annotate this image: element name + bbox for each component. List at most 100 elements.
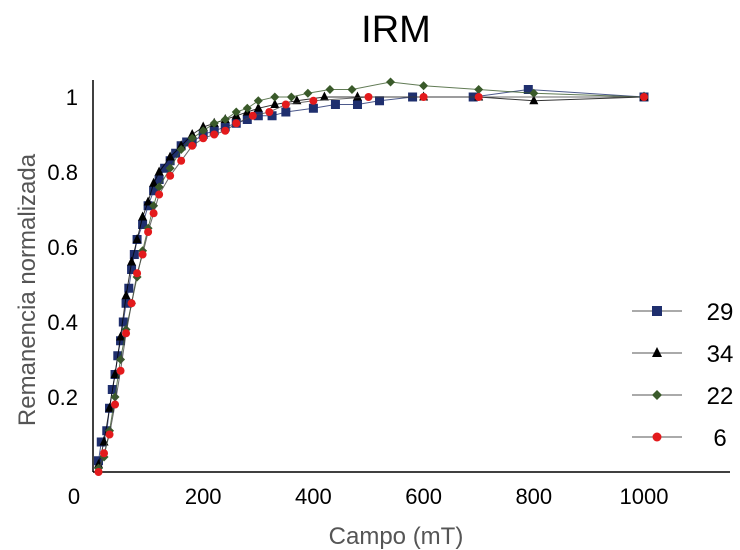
data-point [121,298,131,308]
data-point [267,111,277,121]
data-point [352,91,362,101]
data-point [149,186,159,196]
data-point [149,201,159,211]
data-point [319,91,329,101]
data-point [270,92,280,102]
legend: 29 34 22 6 [632,299,733,452]
y-tick-label: 0.6 [47,235,78,260]
data-point [253,111,263,121]
data-point [303,88,313,98]
data-point [640,93,648,101]
data-point [188,141,197,150]
data-point [177,156,186,165]
legend-label: 29 [707,299,734,326]
data-point [253,102,263,112]
data-point [160,163,170,173]
data-point [281,100,290,109]
data-point [242,115,252,124]
legend-item: 29 [632,299,733,326]
y-tick-label: 1 [66,85,78,110]
data-point [352,100,362,109]
series-6 [94,93,648,476]
data-point [138,220,148,229]
data-point [187,129,197,138]
data-point [270,99,280,108]
data-point [210,130,219,139]
data-point [419,81,429,91]
data-point [122,329,131,338]
data-point [231,107,241,117]
data-point [127,256,137,266]
data-point [138,250,147,259]
data-point [127,299,136,308]
tick-labels: 200 400 600 800 1000 0.2 0.4 0.6 0.8 1 [47,85,668,509]
data-point [165,163,175,173]
series-line [98,96,644,473]
data-point [220,115,230,124]
data-point [144,228,153,236]
series-29 [94,85,649,466]
data-point [265,108,274,116]
legend-label: 34 [707,341,734,368]
y-axis-label: Remanencia normalizada [14,153,41,426]
data-point [232,119,241,128]
legend-item: 22 [632,383,733,410]
data-point [154,182,164,192]
data-point [474,85,484,94]
data-point [171,148,181,158]
series-layer [94,77,649,476]
data-point [419,93,428,101]
data-point [154,175,164,184]
series-line [98,81,645,469]
data-point [347,85,357,94]
data-point [198,121,208,131]
legend-marker [652,347,662,357]
data-point [248,111,257,120]
legend-marker [652,432,662,442]
data-point [187,133,197,143]
data-point [116,366,125,375]
data-point [124,283,134,293]
y-tick-label: 0.4 [47,310,78,335]
data-point [105,402,115,412]
data-point [176,145,186,154]
data-point [94,468,103,476]
data-point [474,93,483,101]
data-point [364,93,373,101]
data-point [529,95,539,105]
x-tick-label: 800 [515,484,552,509]
data-point [199,134,208,143]
data-point [286,92,296,102]
legend-item: 6 [632,425,727,452]
series-34 [94,91,649,468]
data-point [143,196,153,206]
data-point [111,400,120,409]
data-point [133,269,142,278]
y-tick-label: 0.8 [47,160,78,185]
data-point [105,430,114,439]
data-point [242,103,252,113]
data-point [155,190,164,199]
data-point [182,137,192,147]
data-point [198,126,208,136]
x-axis-label: Campo (mT) [329,523,464,550]
data-point [149,209,158,218]
x-tick-label: 400 [295,484,332,509]
legend-label: 6 [713,425,726,452]
legend-label: 22 [707,383,734,410]
x-tick-label: 200 [185,484,222,509]
axes [92,80,730,473]
data-point [118,317,128,327]
data-point [253,96,263,106]
data-point [143,201,153,211]
data-point [99,436,109,446]
data-point [330,100,340,109]
data-point [127,265,137,274]
data-point [116,331,126,341]
legend-item: 34 [632,341,733,368]
chart-title: IRM [361,9,431,51]
data-point [309,96,318,105]
data-point [529,88,539,98]
data-point [325,85,335,94]
